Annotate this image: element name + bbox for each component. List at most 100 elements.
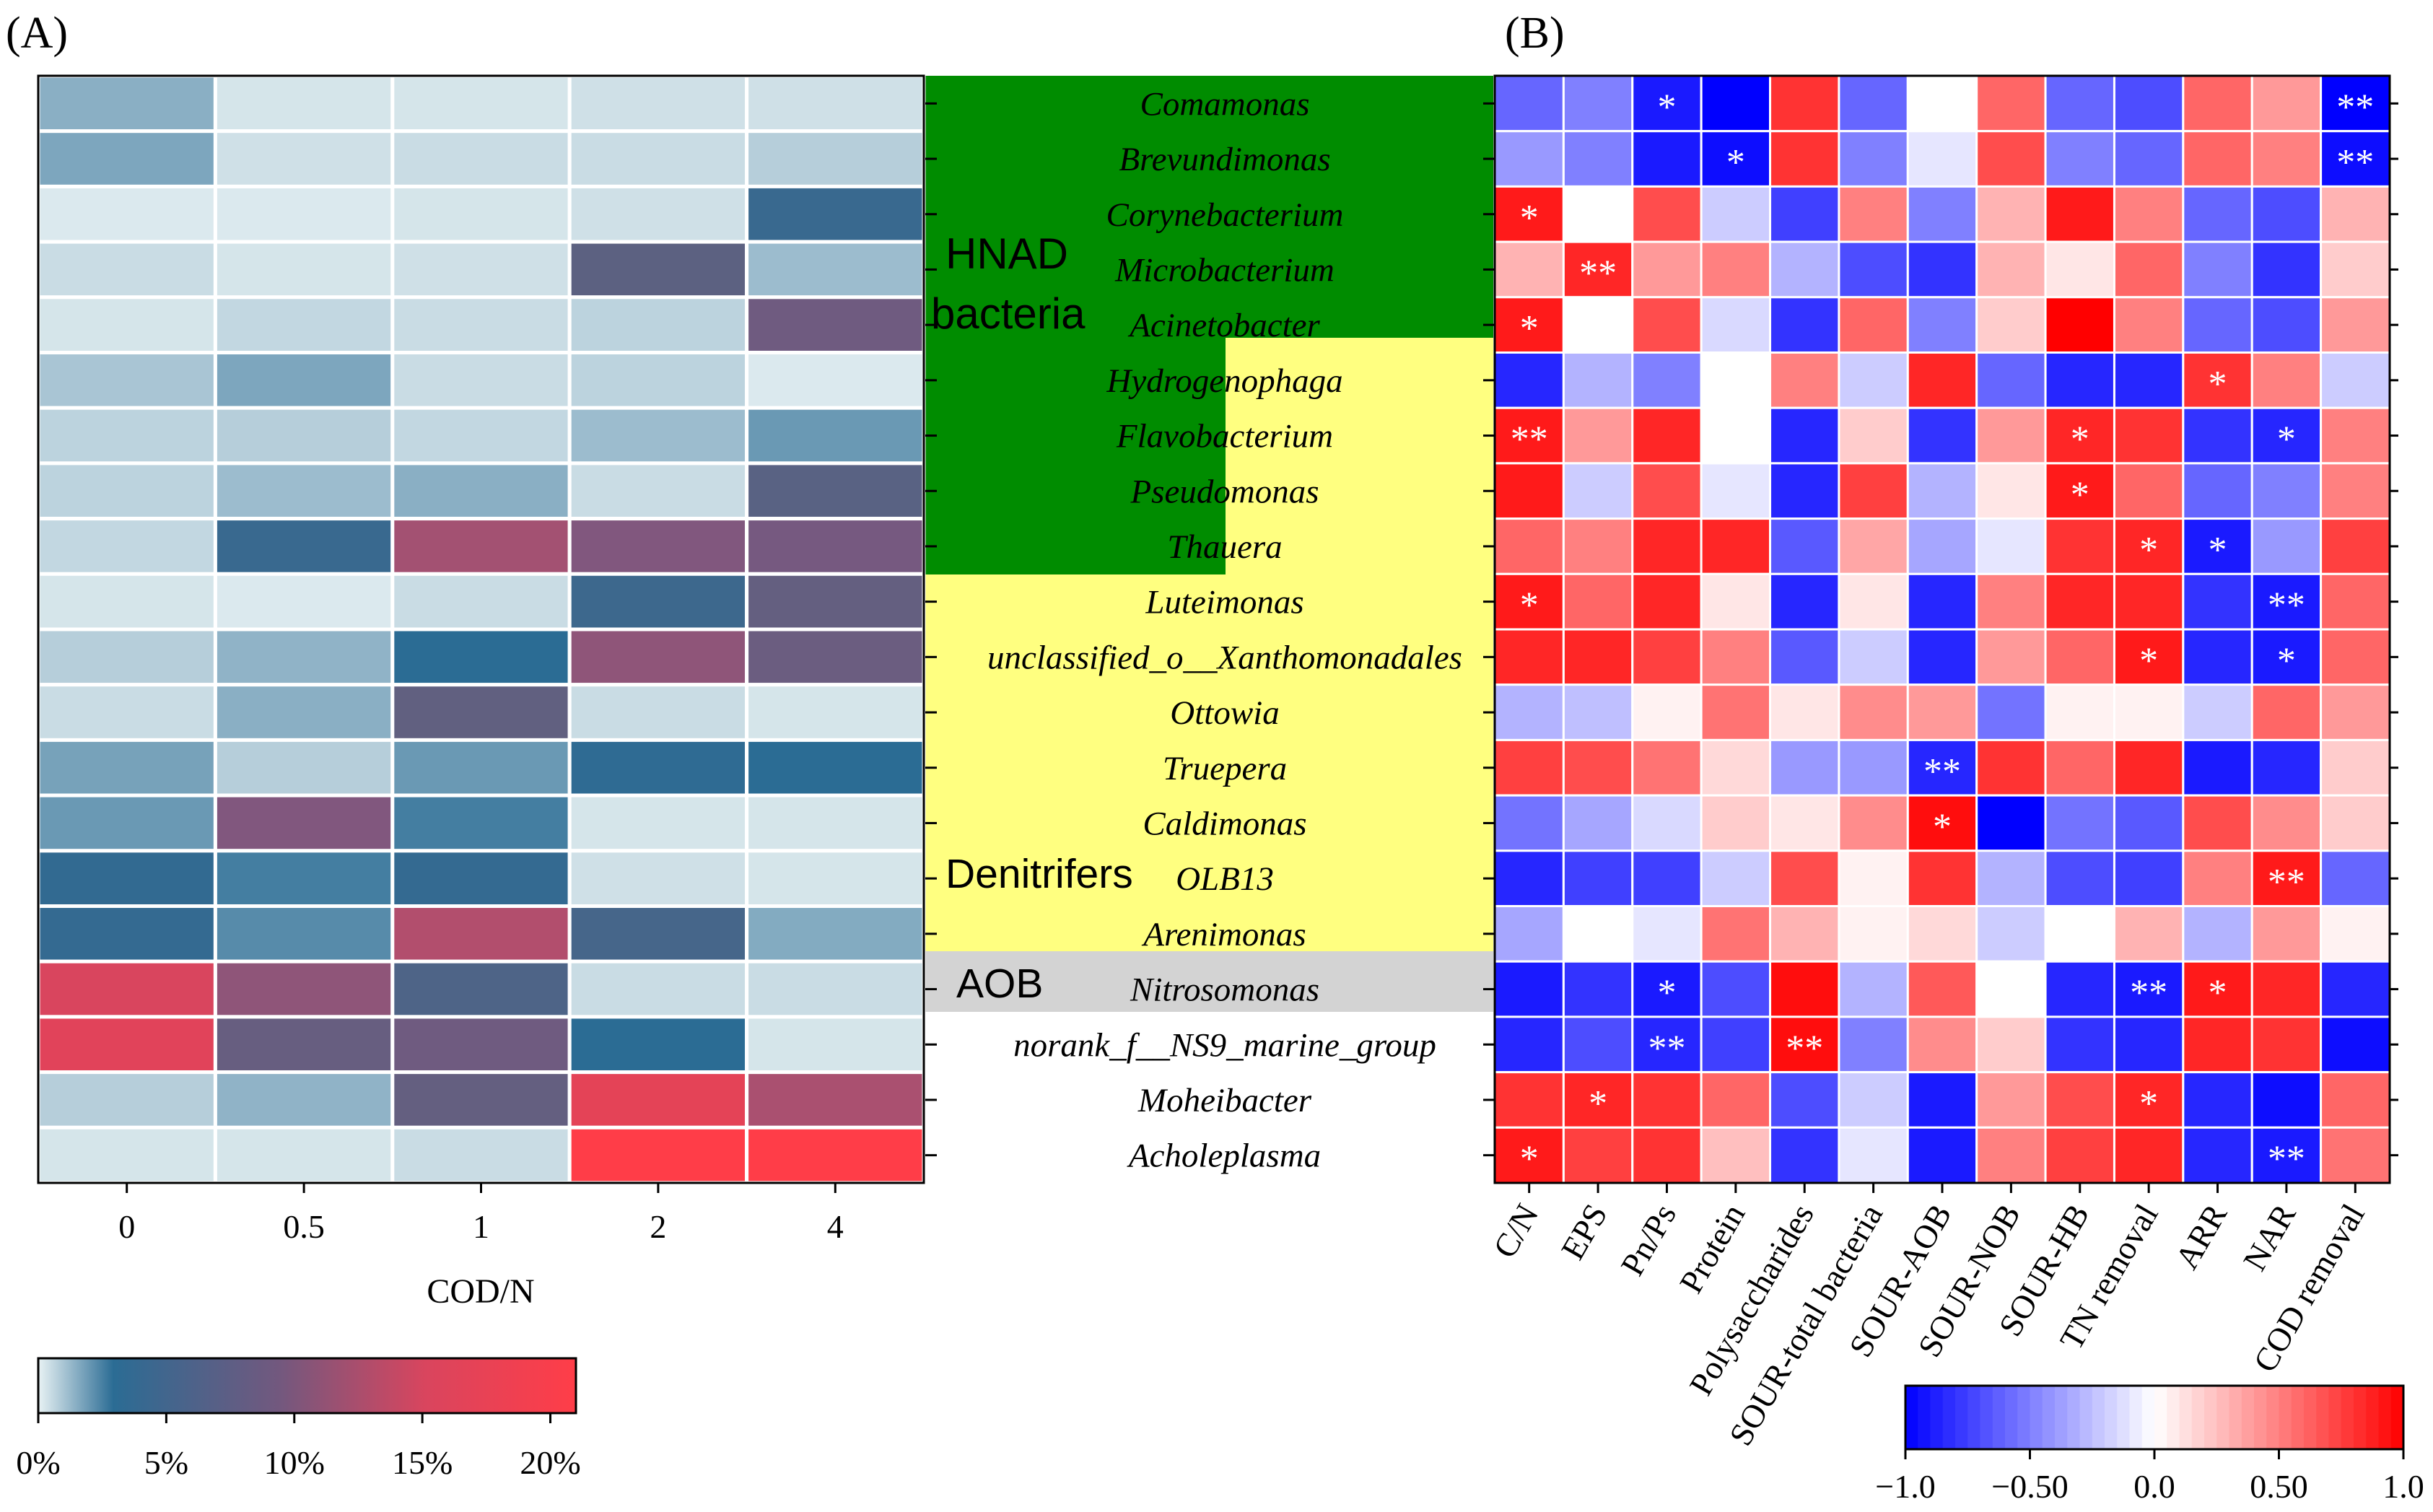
corr-cell-nitrosomonas-sour-hb bbox=[2044, 960, 2115, 1018]
tick-label-arr: ARR bbox=[2168, 1197, 2235, 1275]
corr-cell-pseudomonas-pn-ps bbox=[1631, 462, 1703, 520]
corr-cell-comamonas-arr bbox=[2182, 74, 2253, 133]
corr-cell-truepera-pn-ps bbox=[1631, 738, 1703, 797]
tick-label-pn-ps: Pn/Ps bbox=[1614, 1198, 1684, 1282]
cell-moheibacter-codn-1 bbox=[390, 1070, 572, 1129]
corr-cell-caldimonas-eps bbox=[1562, 794, 1634, 852]
corr-cell-comamonas-c-n bbox=[1493, 74, 1565, 133]
corr-cell-olb13-sour-hb bbox=[2044, 849, 2115, 908]
corr-cell-hydrogenophaga-sour-nob bbox=[1975, 351, 2047, 409]
cell-arenimonas-codn-4 bbox=[745, 904, 926, 963]
corr-cell-truepera-c-n bbox=[1493, 738, 1565, 797]
corr-cell-hydrogenophaga-nar bbox=[2250, 351, 2323, 409]
cell-comamonas-codn-4 bbox=[745, 74, 926, 134]
cell-hydrogenophaga-codn-0 bbox=[36, 351, 217, 410]
cell-flavobacterium-codn-0-5 bbox=[213, 406, 395, 466]
genus-label-moheibacter: Moheibacter bbox=[1137, 1082, 1312, 1119]
corr-cell-flavobacterium-sour-nob bbox=[1975, 406, 2047, 465]
colorbar-b-segment bbox=[1942, 1386, 1956, 1449]
colorbar-b-segment bbox=[2266, 1386, 2279, 1449]
cell-unclassified-o-xanthomonadales-codn-0 bbox=[36, 627, 217, 687]
cell-microbacterium-codn-4 bbox=[745, 240, 926, 300]
colorbar-b-segment bbox=[2229, 1386, 2242, 1449]
cell-nitrosomonas-codn-0-5 bbox=[213, 959, 395, 1019]
corr-cell-corynebacterium-sour-total-bacteria bbox=[1838, 185, 1909, 243]
tick-label-c-n: C/N bbox=[1486, 1198, 1546, 1264]
corr-cell-pseudomonas-sour-nob bbox=[1975, 462, 2047, 520]
significance-mark: ** bbox=[1579, 253, 1617, 294]
cell-acholeplasma-codn-0 bbox=[36, 1125, 217, 1185]
corr-cell-brevundimonas-nar bbox=[2250, 130, 2323, 188]
cell-moheibacter-codn-0-5 bbox=[213, 1070, 395, 1129]
colorbar-b-segment bbox=[2179, 1386, 2193, 1449]
corr-cell-truepera-cod-removal bbox=[2320, 738, 2391, 797]
cell-brevundimonas-codn-2 bbox=[567, 129, 749, 188]
corr-cell-thauera-nar bbox=[2250, 517, 2323, 575]
corr-cell-unclassified-o-xanthomonadales-cod-removal bbox=[2320, 628, 2391, 686]
cell-unclassified-o-xanthomonadales-codn-0-5 bbox=[213, 627, 395, 687]
corr-cell-moheibacter-nar bbox=[2250, 1071, 2323, 1129]
colorbar-b-segment bbox=[2117, 1386, 2130, 1449]
cell-thauera-codn-0 bbox=[36, 517, 217, 576]
significance-mark: * bbox=[2209, 530, 2227, 571]
corr-cell-hydrogenophaga-sour-hb bbox=[2044, 351, 2115, 409]
corr-cell-truepera-arr bbox=[2182, 738, 2253, 797]
genus-label-unclassified-o-xanthomonadales: unclassified_o__Xanthomonadales bbox=[987, 639, 1462, 676]
corr-cell-pseudomonas-arr bbox=[2182, 462, 2253, 520]
cell-truepera-codn-2 bbox=[567, 738, 749, 797]
corr-cell-pseudomonas-sour-aob bbox=[1906, 462, 1978, 520]
significance-mark: * bbox=[2139, 530, 2158, 571]
corr-cell-hydrogenophaga-c-n bbox=[1493, 351, 1565, 409]
corr-cell-corynebacterium-nar bbox=[2250, 185, 2323, 243]
corr-cell-moheibacter-sour-nob bbox=[1975, 1071, 2047, 1129]
corr-cell-corynebacterium-sour-nob bbox=[1975, 185, 2047, 243]
significance-mark: * bbox=[1657, 87, 1676, 128]
cell-caldimonas-codn-2 bbox=[567, 793, 749, 853]
cell-moheibacter-codn-4 bbox=[745, 1070, 926, 1129]
cell-acinetobacter-codn-2 bbox=[567, 295, 749, 354]
significance-mark: * bbox=[1520, 198, 1539, 239]
aob-label: AOB bbox=[956, 961, 1043, 1007]
corr-cell-corynebacterium-arr bbox=[2182, 185, 2253, 243]
colorbar-a-tick-10: 10% bbox=[264, 1444, 325, 1481]
corr-cell-caldimonas-polysaccharides bbox=[1769, 794, 1840, 852]
corr-cell-ottowia-tn-removal bbox=[2113, 683, 2185, 741]
colorbar-b-segment bbox=[2366, 1386, 2379, 1449]
significance-mark: * bbox=[1726, 142, 1745, 183]
corr-cell-brevundimonas-sour-total-bacteria bbox=[1838, 130, 1909, 188]
corr-cell-olb13-c-n bbox=[1493, 849, 1565, 908]
genus-label-arenimonas: Arenimonas bbox=[1141, 916, 1306, 953]
corr-cell-acholeplasma-protein bbox=[1700, 1126, 1772, 1184]
corr-cell-brevundimonas-sour-aob bbox=[1906, 130, 1978, 188]
colorbar-b-segment bbox=[2067, 1386, 2080, 1449]
corr-cell-caldimonas-protein bbox=[1700, 794, 1772, 852]
colorbar-b-segment bbox=[2254, 1386, 2267, 1449]
hnad-band-lower bbox=[925, 338, 1226, 574]
corr-cell-hydrogenophaga-cod-removal bbox=[2320, 351, 2391, 409]
cell-microbacterium-codn-1 bbox=[390, 240, 572, 300]
corr-cell-ottowia-polysaccharides bbox=[1769, 683, 1840, 741]
corr-cell-luteimonas-arr bbox=[2182, 572, 2253, 631]
corr-cell-caldimonas-tn-removal bbox=[2113, 794, 2185, 852]
cell-microbacterium-codn-0-5 bbox=[213, 240, 395, 300]
colorbar-b-segment bbox=[1905, 1386, 1918, 1449]
corr-cell-ottowia-c-n bbox=[1493, 683, 1565, 741]
cell-caldimonas-codn-4 bbox=[745, 793, 926, 853]
tick-label-codn-0: 0 bbox=[118, 1208, 135, 1245]
cell-acholeplasma-codn-0-5 bbox=[213, 1125, 395, 1185]
corr-cell-ottowia-cod-removal bbox=[2320, 683, 2391, 741]
corr-cell-ottowia-protein bbox=[1700, 683, 1772, 741]
corr-cell-microbacterium-sour-total-bacteria bbox=[1838, 240, 1909, 299]
significance-mark: ** bbox=[2336, 142, 2374, 183]
cell-norank-f-ns9-marine-group-codn-1 bbox=[390, 1015, 572, 1075]
corr-cell-luteimonas-polysaccharides bbox=[1769, 572, 1840, 631]
cell-caldimonas-codn-0 bbox=[36, 793, 217, 853]
corr-cell-norank-f-ns9-marine-group-cod-removal bbox=[2320, 1015, 2391, 1074]
corr-cell-ottowia-sour-total-bacteria bbox=[1838, 683, 1909, 741]
corr-cell-unclassified-o-xanthomonadales-tn-removal bbox=[2113, 628, 2185, 686]
significance-mark: ** bbox=[2130, 973, 2167, 1014]
corr-cell-nitrosomonas-protein bbox=[1700, 960, 1772, 1018]
cell-flavobacterium-codn-0 bbox=[36, 406, 217, 466]
corr-cell-thauera-polysaccharides bbox=[1769, 517, 1840, 575]
